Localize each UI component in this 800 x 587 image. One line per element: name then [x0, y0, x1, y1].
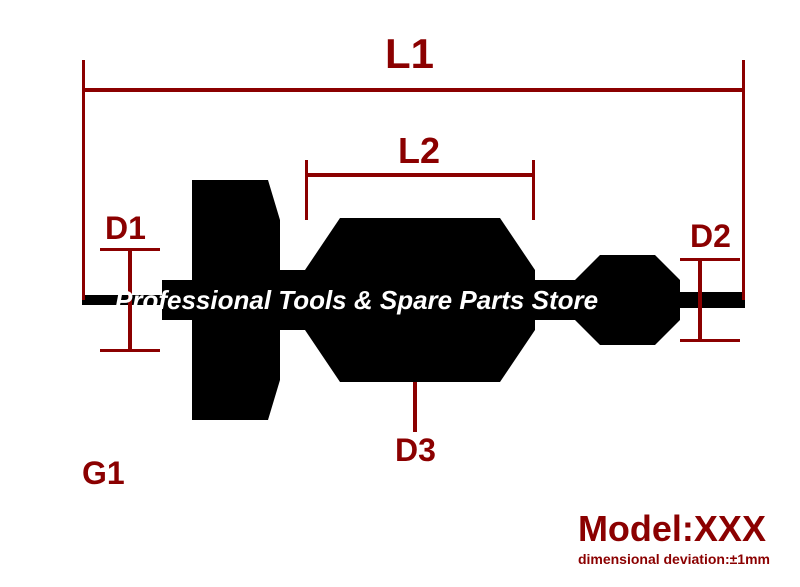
l2-bar — [305, 173, 535, 177]
l2-label: L2 — [398, 130, 440, 172]
l1-bar — [82, 88, 745, 92]
d2-bar — [698, 258, 702, 342]
d3-leader — [413, 382, 417, 432]
l1-ext-right — [742, 60, 745, 300]
l1-label: L1 — [385, 30, 434, 78]
l2-ext-right — [532, 160, 535, 220]
d2-ext-bot — [680, 339, 740, 342]
l1-ext-left — [82, 60, 85, 300]
model-sub: dimensional deviation:±1mm — [578, 551, 770, 567]
d2-label: D2 — [690, 218, 731, 255]
model-title: Model:XXX — [578, 511, 770, 547]
model-block: Model:XXX dimensional deviation:±1mm — [578, 511, 770, 567]
l2-ext-left — [305, 160, 308, 220]
watermark-text: Professional Tools & Spare Parts Store — [115, 285, 598, 316]
g1-label: G1 — [82, 455, 125, 492]
d2-ext-top — [680, 258, 740, 261]
d1-label: D1 — [105, 210, 146, 247]
d3-label: D3 — [395, 432, 436, 469]
